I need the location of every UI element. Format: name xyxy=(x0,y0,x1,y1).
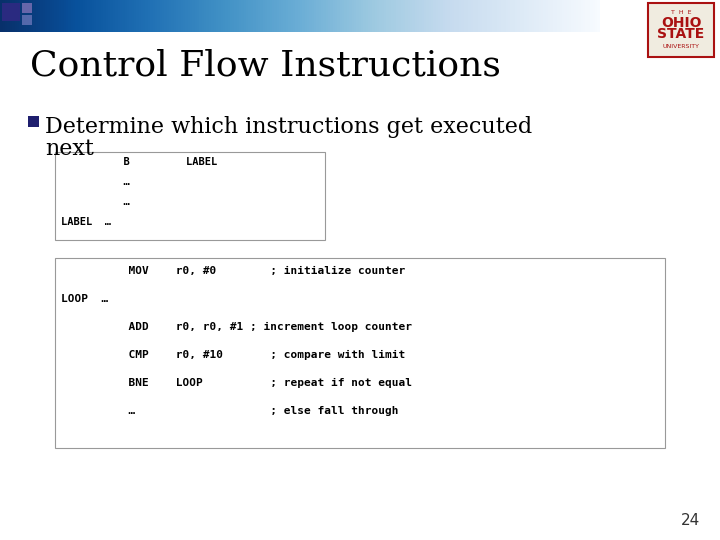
Text: BNE    LOOP          ; repeat if not equal: BNE LOOP ; repeat if not equal xyxy=(61,378,412,388)
Text: MOV    r0, #0        ; initialize counter: MOV r0, #0 ; initialize counter xyxy=(61,266,405,276)
Bar xyxy=(55,152,325,240)
Text: LOOP  …: LOOP … xyxy=(61,294,108,304)
Text: Determine which instructions get executed: Determine which instructions get execute… xyxy=(45,116,532,138)
Text: CMP    r0, #10       ; compare with limit: CMP r0, #10 ; compare with limit xyxy=(61,350,405,360)
Bar xyxy=(2,3,20,21)
Bar xyxy=(28,116,39,127)
Text: T  H  E: T H E xyxy=(671,10,691,15)
Text: Control Flow Instructions: Control Flow Instructions xyxy=(30,48,501,82)
Bar xyxy=(648,3,714,57)
Text: UNIVERSITY: UNIVERSITY xyxy=(662,44,700,49)
Text: STATE: STATE xyxy=(657,27,705,41)
Text: 24: 24 xyxy=(680,513,700,528)
Bar xyxy=(22,15,32,25)
Text: …: … xyxy=(61,197,130,207)
Text: B         LABEL: B LABEL xyxy=(61,157,217,167)
Text: LABEL  …: LABEL … xyxy=(61,217,111,227)
Text: ADD    r0, r0, #1 ; increment loop counter: ADD r0, r0, #1 ; increment loop counter xyxy=(61,322,412,332)
Bar xyxy=(22,3,32,13)
Text: next: next xyxy=(45,138,94,160)
Text: …: … xyxy=(61,177,130,187)
Text: …                    ; else fall through: … ; else fall through xyxy=(61,406,398,416)
Bar xyxy=(55,258,665,448)
Text: OHIO: OHIO xyxy=(661,16,701,30)
